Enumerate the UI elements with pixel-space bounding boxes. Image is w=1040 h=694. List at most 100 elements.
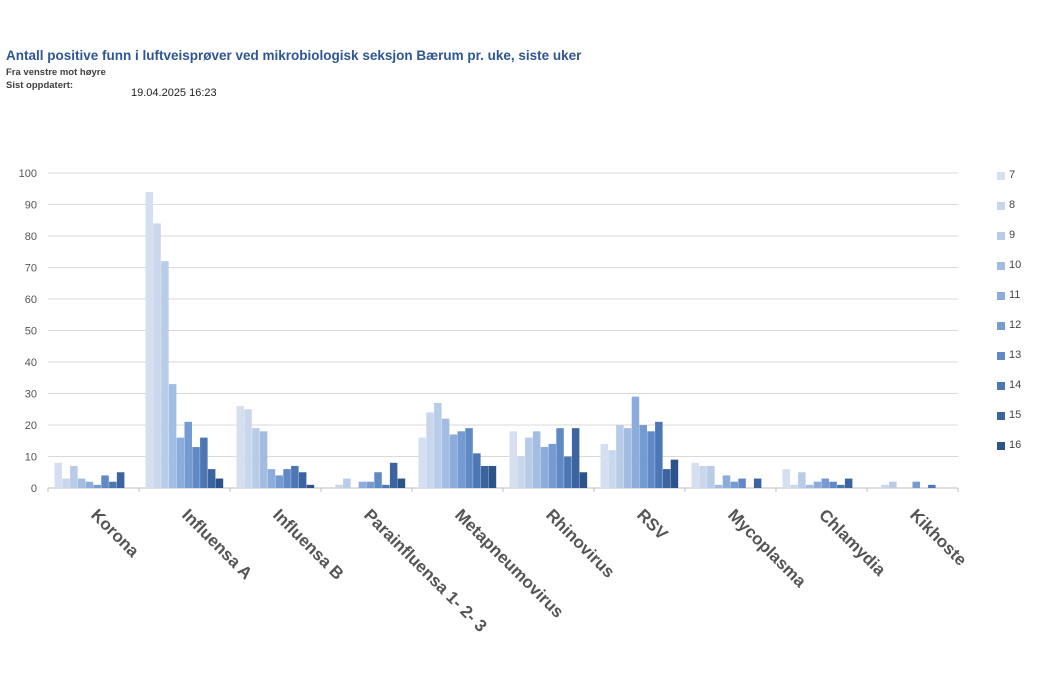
legend-swatch-13 <box>997 352 1005 360</box>
bar-8-4 <box>426 412 434 488</box>
bar-15-6 <box>662 469 671 488</box>
bar-10-4 <box>441 418 450 488</box>
bar-13-6 <box>647 431 655 488</box>
bar-15-7 <box>753 478 762 488</box>
bar-8-3 <box>335 484 343 488</box>
bar-12-1 <box>184 421 192 488</box>
bar-12-2 <box>275 475 283 488</box>
bar-8-8 <box>790 484 798 488</box>
bar-13-7 <box>738 478 746 488</box>
legend-label: 16 <box>1009 439 1021 451</box>
bar-7-5 <box>509 431 517 488</box>
y-tick-label: 60 <box>25 294 37 306</box>
legend-label: 7 <box>1009 169 1015 181</box>
bar-9-4 <box>434 402 442 488</box>
y-tick-label: 90 <box>25 200 37 212</box>
bar-15-8 <box>844 478 853 488</box>
legend-label: 10 <box>1009 259 1021 271</box>
x-category-label: Mycoplasma <box>724 505 810 591</box>
bar-10-6 <box>623 428 632 488</box>
y-tick-label: 30 <box>25 389 37 401</box>
x-category-label: Chlamydia <box>815 505 890 580</box>
bar-12-8 <box>821 478 829 488</box>
bar-11-4 <box>449 434 458 488</box>
bar-16-4 <box>488 465 497 488</box>
legend-label: 14 <box>1009 379 1021 391</box>
legend-swatch-10 <box>997 262 1005 270</box>
bar-10-1 <box>168 384 177 488</box>
bar-9-5 <box>525 437 533 488</box>
bar-14-2 <box>291 465 299 488</box>
bar-12-3 <box>366 481 374 488</box>
bar-11-8 <box>813 481 822 488</box>
bar-13-4 <box>465 428 473 488</box>
bar-14-0 <box>109 481 117 488</box>
bar-8-5 <box>517 456 525 488</box>
chart-title: Antall positive funn i luftveisprøver ve… <box>6 48 582 63</box>
bar-8-2 <box>244 409 252 488</box>
legend-swatch-14 <box>997 382 1005 390</box>
bar-14-8 <box>837 484 845 488</box>
legend-label: 11 <box>1009 289 1020 301</box>
bar-12-7 <box>730 481 738 488</box>
bar-10-5 <box>532 431 541 488</box>
y-tick-label: 0 <box>31 483 37 495</box>
bar-9-3 <box>343 478 351 488</box>
x-category-label: Korona <box>87 505 143 561</box>
bar-12-4 <box>457 431 465 488</box>
bar-7-2 <box>236 406 244 488</box>
bar-14-6 <box>655 421 663 488</box>
legend-label: 8 <box>1009 199 1015 211</box>
bar-8-6 <box>608 450 616 488</box>
bar-14-4 <box>473 453 481 488</box>
bar-11-2 <box>267 469 276 488</box>
x-category-label: Influensa A <box>178 505 256 583</box>
bar-13-2 <box>283 469 291 488</box>
bar-8-0 <box>62 478 70 488</box>
bar-16-5 <box>579 472 588 488</box>
bar-11-3 <box>358 481 367 488</box>
bar-16-6 <box>670 459 679 488</box>
bar-16-1 <box>215 478 224 488</box>
bar-11-7 <box>722 475 731 488</box>
updated-timestamp: 19.04.2025 16:23 <box>131 87 217 99</box>
legend-swatch-9 <box>997 232 1005 240</box>
x-category-label: Kikhoste <box>906 505 970 569</box>
bar-11-5 <box>540 447 549 488</box>
bar-7-7 <box>691 462 699 488</box>
bar-15-4 <box>480 465 489 488</box>
bar-7-1 <box>145 191 153 488</box>
bar-9-6 <box>616 425 624 488</box>
bar-12-5 <box>548 443 556 488</box>
bar-9-0 <box>70 465 78 488</box>
bar-9-9 <box>889 481 897 488</box>
bar-8-9 <box>881 484 889 488</box>
bar-15-3 <box>389 462 398 488</box>
bar-9-7 <box>707 465 715 488</box>
bar-10-2 <box>259 431 268 488</box>
bar-11-1 <box>176 437 185 488</box>
bar-10-8 <box>805 484 814 488</box>
bar-7-6 <box>600 443 608 488</box>
y-tick-label: 10 <box>25 452 37 464</box>
bar-10-0 <box>77 478 86 488</box>
bar-10-7 <box>714 484 723 488</box>
bar-12-9 <box>912 481 920 488</box>
bar-8-7 <box>699 465 707 488</box>
legend-swatch-12 <box>997 322 1005 330</box>
bar-15-5 <box>571 428 580 488</box>
bar-15-0 <box>116 472 125 488</box>
bar-16-3 <box>397 478 406 488</box>
bar-11-0 <box>85 481 94 488</box>
bar-13-5 <box>556 428 564 488</box>
x-category-label: Influensa B <box>269 505 347 583</box>
bar-7-8 <box>782 469 790 488</box>
bar-13-1 <box>192 447 200 488</box>
y-tick-label: 70 <box>25 263 37 275</box>
subtitle-updated-label: Sist oppdatert: <box>6 80 74 91</box>
bar-14-9 <box>928 484 936 488</box>
y-tick-label: 20 <box>25 420 37 432</box>
bar-12-6 <box>639 425 647 488</box>
y-tick-label: 100 <box>19 168 37 180</box>
